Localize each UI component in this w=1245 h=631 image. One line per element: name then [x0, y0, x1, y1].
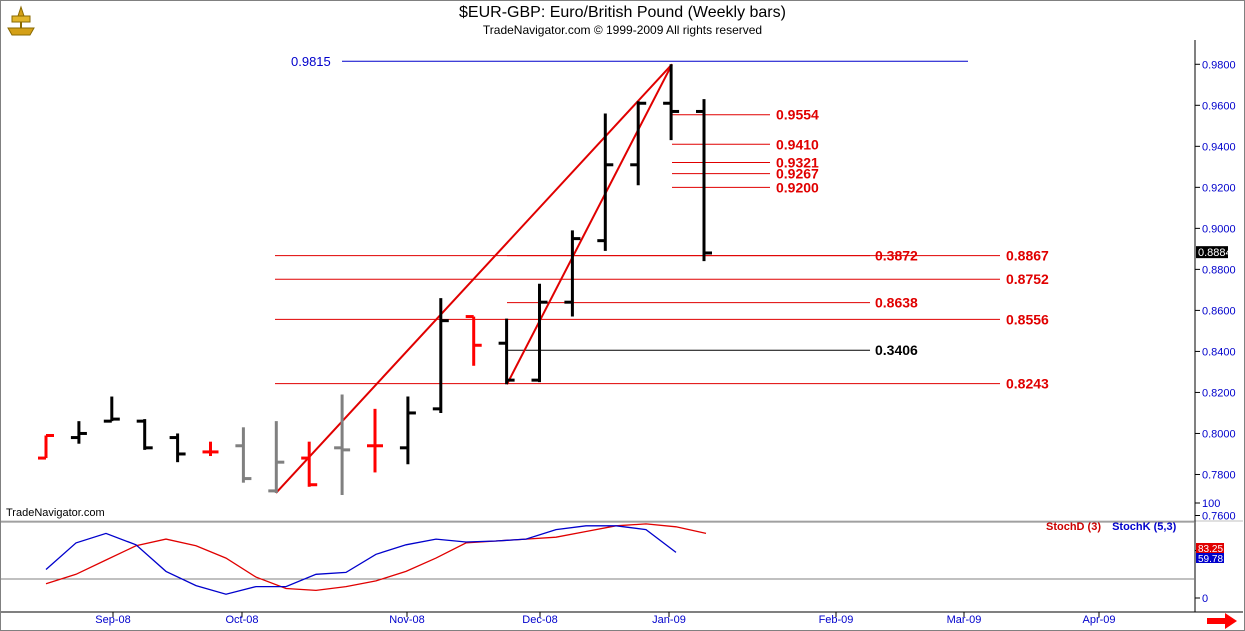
fib-level-label: 0.8752	[1006, 271, 1049, 287]
watermark-text: TradeNavigator.com	[6, 507, 105, 519]
fib-level-label: 0.8243	[1006, 376, 1049, 392]
y-tick-label: 0.9200	[1202, 182, 1236, 194]
y-tick-label: 0.8600	[1202, 305, 1236, 317]
stochastic-legend: StochD (3) StochK (5,3)	[1046, 521, 1176, 533]
x-tick-label: Apr-09	[1082, 614, 1115, 626]
stoch-tick-label: 0	[1202, 593, 1208, 605]
stoch-d-value-box	[1196, 543, 1224, 553]
x-tick-label: Feb-09	[819, 614, 854, 626]
y-tick-label: 0.8200	[1202, 387, 1236, 399]
black-level-label: 0.3406	[875, 342, 918, 358]
trendline-long	[275, 63, 673, 494]
tradenavigator-logo-icon	[4, 4, 38, 38]
y-tick-label: 0.7800	[1202, 469, 1236, 481]
x-tick-label: Jan-09	[652, 614, 686, 626]
y-tick-label: 0.9600	[1202, 100, 1236, 112]
stoch-k-value-box	[1196, 553, 1224, 563]
last-price-box	[1196, 246, 1228, 259]
retrace-level-label: 0.9200	[776, 179, 819, 195]
y-tick-label: 0.9000	[1202, 223, 1236, 235]
x-tick-label: Nov-08	[389, 614, 424, 626]
chart-title: $EUR-GBP: Euro/British Pound (Weekly bar…	[459, 4, 786, 21]
y-tick-label: 0.7600	[1202, 511, 1236, 523]
stoch-k-value: 59.78	[1198, 554, 1223, 565]
stoch-d-line	[45, 523, 707, 592]
retrace-level-label: 0.9267	[776, 166, 819, 182]
fib-mid-label: 0.8638	[875, 295, 918, 311]
stoch-d-value: 83.25	[1198, 544, 1223, 555]
y-tick-label: 0.9400	[1202, 141, 1236, 153]
fib-level-label: 0.8867	[1006, 248, 1049, 264]
y-tick-label: 0.9800	[1202, 59, 1236, 71]
fib-mid-label: 0.3872	[875, 248, 918, 264]
last-price-label: 0.8884	[1198, 247, 1232, 259]
x-tick-label: Sep-08	[95, 614, 130, 626]
fib-level-label: 0.8556	[1006, 311, 1049, 327]
stoch-k-legend: StochK (5,3)	[1112, 521, 1177, 533]
stoch-k-line	[45, 525, 677, 595]
retrace-level-label: 0.9410	[776, 136, 819, 152]
stoch-tick-label: 100	[1202, 498, 1220, 510]
y-tick-label: 0.8000	[1202, 428, 1236, 440]
top-level-label: 0.9815	[291, 54, 331, 69]
copyright-text: TradeNavigator.com © 1999-2009 All right…	[482, 23, 763, 37]
x-tick-label: Oct-08	[225, 614, 258, 626]
y-tick-label: 0.8400	[1202, 346, 1236, 358]
x-tick-label: Dec-08	[522, 614, 557, 626]
retrace-level-label: 0.9554	[776, 107, 819, 123]
scroll-right-arrow-icon[interactable]	[1207, 613, 1237, 629]
x-tick-label: Mar-09	[947, 614, 982, 626]
stoch-d-legend: StochD (3)	[1046, 521, 1101, 533]
y-tick-label: 0.8800	[1202, 264, 1236, 276]
trendline-short	[506, 63, 673, 385]
retrace-level-label: 0.9321	[776, 155, 819, 171]
